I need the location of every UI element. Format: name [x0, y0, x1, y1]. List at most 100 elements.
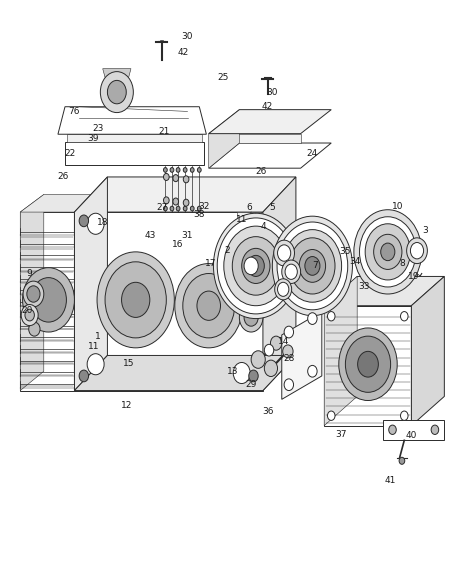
Text: 11: 11 — [88, 342, 99, 351]
Text: 22: 22 — [64, 149, 75, 158]
Circle shape — [239, 303, 263, 332]
Circle shape — [108, 81, 126, 104]
Text: 26: 26 — [255, 166, 266, 176]
Circle shape — [183, 176, 189, 183]
Circle shape — [410, 242, 424, 259]
Circle shape — [176, 168, 180, 172]
Circle shape — [328, 411, 335, 420]
Circle shape — [299, 249, 326, 282]
Text: 15: 15 — [123, 359, 134, 368]
Circle shape — [105, 262, 166, 338]
Circle shape — [183, 168, 187, 172]
Text: 16: 16 — [173, 240, 184, 249]
Circle shape — [164, 173, 169, 181]
Circle shape — [217, 218, 294, 314]
Circle shape — [29, 322, 40, 336]
Circle shape — [197, 168, 201, 172]
Circle shape — [271, 336, 282, 350]
Text: 42: 42 — [262, 102, 273, 111]
Circle shape — [164, 197, 169, 204]
Circle shape — [23, 281, 44, 307]
Polygon shape — [65, 142, 204, 165]
Circle shape — [359, 217, 416, 287]
Circle shape — [175, 263, 243, 348]
Circle shape — [283, 230, 342, 302]
Text: 26: 26 — [57, 172, 68, 182]
Circle shape — [305, 256, 320, 275]
Text: 7: 7 — [312, 262, 318, 270]
Circle shape — [308, 365, 317, 377]
Circle shape — [100, 72, 133, 112]
Circle shape — [264, 345, 274, 356]
Text: 41: 41 — [384, 476, 396, 485]
Circle shape — [389, 425, 396, 435]
Text: 27: 27 — [156, 203, 167, 212]
Circle shape — [290, 238, 335, 294]
Circle shape — [25, 309, 35, 321]
Circle shape — [381, 243, 395, 260]
Text: 36: 36 — [262, 406, 273, 416]
Text: 24: 24 — [307, 149, 318, 158]
Text: 40: 40 — [406, 431, 417, 440]
Circle shape — [183, 273, 235, 338]
Text: 31: 31 — [182, 231, 193, 240]
Circle shape — [183, 206, 187, 211]
Circle shape — [87, 354, 104, 375]
Polygon shape — [103, 69, 131, 78]
Polygon shape — [74, 356, 296, 390]
Circle shape — [183, 199, 189, 206]
Polygon shape — [20, 212, 74, 390]
Circle shape — [328, 312, 335, 321]
Polygon shape — [20, 195, 98, 212]
Circle shape — [21, 305, 38, 326]
Circle shape — [401, 312, 408, 321]
Circle shape — [275, 279, 292, 300]
Text: 8: 8 — [399, 259, 405, 268]
Circle shape — [346, 336, 391, 392]
Circle shape — [283, 345, 293, 358]
Circle shape — [284, 379, 293, 390]
Circle shape — [277, 222, 348, 310]
Polygon shape — [324, 276, 357, 426]
Text: 76: 76 — [69, 107, 80, 116]
Circle shape — [374, 234, 402, 269]
Text: 42: 42 — [177, 48, 189, 58]
Circle shape — [285, 264, 297, 279]
Text: 6: 6 — [246, 203, 252, 212]
Text: 1: 1 — [95, 332, 101, 340]
Circle shape — [399, 457, 405, 465]
Text: 9: 9 — [27, 269, 33, 278]
Circle shape — [213, 213, 298, 319]
Circle shape — [233, 362, 250, 383]
Circle shape — [170, 168, 174, 172]
Circle shape — [197, 206, 201, 211]
Circle shape — [247, 255, 264, 276]
Text: 25: 25 — [217, 73, 228, 82]
Circle shape — [264, 360, 277, 376]
Circle shape — [407, 238, 428, 263]
Circle shape — [31, 278, 66, 322]
Polygon shape — [209, 133, 301, 143]
Text: 12: 12 — [120, 400, 132, 410]
Circle shape — [401, 411, 408, 420]
Text: 18: 18 — [97, 218, 109, 227]
Polygon shape — [74, 177, 296, 212]
Circle shape — [176, 206, 180, 211]
Polygon shape — [282, 312, 322, 399]
Text: 21: 21 — [158, 127, 170, 136]
Text: 33: 33 — [358, 282, 370, 292]
Text: 28: 28 — [283, 354, 294, 363]
Text: 14: 14 — [278, 338, 290, 346]
Text: 43: 43 — [144, 231, 155, 240]
Circle shape — [164, 168, 167, 172]
Circle shape — [173, 198, 179, 205]
Circle shape — [251, 351, 265, 368]
Text: 32: 32 — [198, 202, 210, 211]
Circle shape — [121, 282, 150, 318]
Circle shape — [197, 291, 220, 320]
Circle shape — [224, 226, 288, 306]
Circle shape — [242, 248, 270, 283]
Circle shape — [87, 213, 104, 234]
Circle shape — [365, 224, 410, 280]
Polygon shape — [263, 177, 296, 390]
